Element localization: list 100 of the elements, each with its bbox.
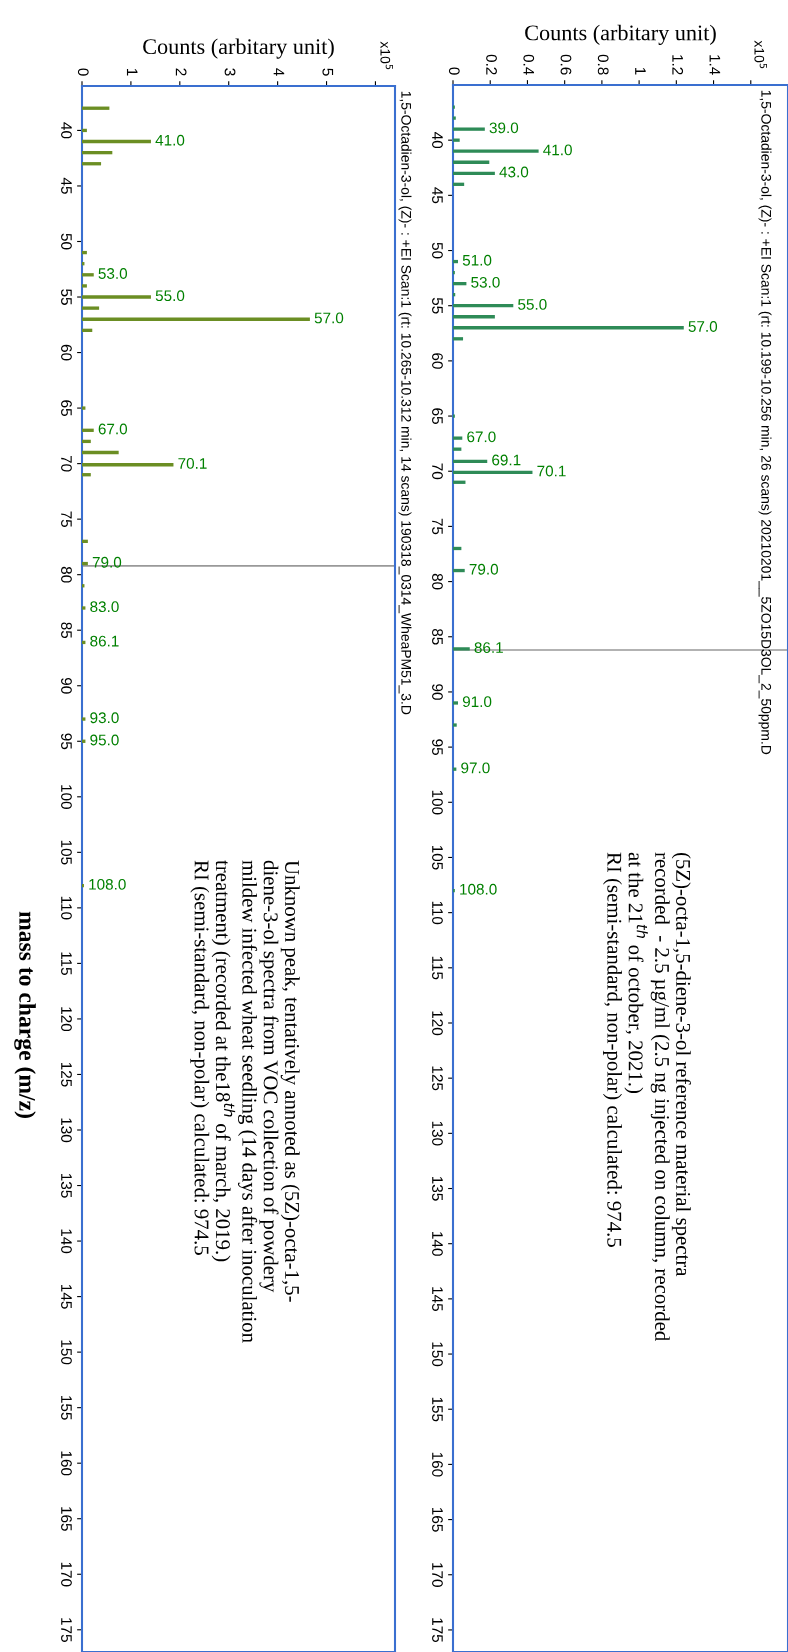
x-tick-label: 1.4 <box>709 55 721 75</box>
y-tick-label: 160 <box>432 1452 443 1477</box>
annotation: 97.0 <box>461 762 490 774</box>
y-tick-label: 75 <box>61 511 72 528</box>
y-tick-label: 95 <box>61 733 72 750</box>
x-tick-label: 0.4 <box>523 54 535 75</box>
annotation: 79.0 <box>469 563 499 575</box>
annotation: 53.0 <box>98 268 128 279</box>
y-tick-label: 155 <box>432 1397 443 1422</box>
text: x10$^{5}$ <box>380 41 393 70</box>
bar <box>453 138 460 142</box>
annotation: 70.1 <box>178 458 207 469</box>
annotation: 69.1 <box>492 454 521 466</box>
x-tick-label: 4 <box>273 68 285 76</box>
bar <box>82 450 119 455</box>
bar <box>453 149 539 153</box>
y-axis-title: mass to charge (m/z) <box>14 911 36 1118</box>
y-tick-label: 40 <box>61 122 72 139</box>
bar <box>82 273 94 277</box>
bar <box>82 284 87 288</box>
y-tick-label: 170 <box>61 1562 72 1587</box>
bar <box>82 428 94 432</box>
annotation: 86.1 <box>90 635 119 647</box>
annotation: 70.1 <box>537 465 566 477</box>
y-tick-label: 100 <box>432 790 443 815</box>
bar <box>453 315 495 319</box>
annotation: Unknown peak, tentatively annoted as (5Z)-octa-1,5- diene-3-ol spectra from VOC collection of powdery mildew infected wheat seedling (14 days after inoculation treatment) (recorded at the18$^{th}$ of march, 2019.) RI (semi-standard, non-polar) calculated: 974.5 <box>190 860 300 1343</box>
y-tick-label: 110 <box>61 896 72 920</box>
bar <box>453 723 457 727</box>
y-tick-label: 40 <box>432 132 443 149</box>
y-tick-label: 120 <box>61 1007 72 1032</box>
x-tick-label: 1 <box>635 67 646 75</box>
y-tick-label: 65 <box>432 408 443 424</box>
y-tick-label: 115 <box>432 956 443 980</box>
annotation: 41.0 <box>543 144 572 156</box>
y-tick-label: 55 <box>432 297 443 314</box>
annotation: 55.0 <box>518 298 547 310</box>
y-tick-label: 145 <box>432 1287 443 1311</box>
annotation: 53.0 <box>471 276 500 288</box>
bar <box>453 470 533 474</box>
y-tick-label: 130 <box>432 1121 443 1146</box>
bar <box>82 250 87 255</box>
text: x10$^{5}$ <box>754 40 767 69</box>
annotation: 95.0 <box>90 734 119 746</box>
y-tick-label: 115 <box>61 952 72 975</box>
y-tick-label: 50 <box>432 242 443 259</box>
y-tick-label: 95 <box>432 739 443 755</box>
text: 1,5-Octadien-3-ol, (Z)- : +EI Scan:1 (rt: 10.265-10.312 min, 14 scans) 190318_0314_WheaPM51_3.D <box>398 91 412 715</box>
bar <box>453 459 488 463</box>
annotation: 108.0 <box>89 878 126 890</box>
x-tick-label: 2 <box>175 68 187 76</box>
y-tick-label: 175 <box>61 1618 72 1642</box>
x-axis-title: Counts (arbitary unit) <box>143 38 334 59</box>
y-tick-label: 170 <box>432 1563 443 1587</box>
y-tick-label: 150 <box>61 1340 72 1365</box>
x-tick-label: 0 <box>77 68 89 76</box>
y-tick-label: 55 <box>61 289 72 305</box>
bar <box>82 139 151 144</box>
bar <box>453 116 456 120</box>
x-tick-label: 0.8 <box>597 54 609 75</box>
y-tick-label: 105 <box>432 845 443 870</box>
bar <box>453 171 495 175</box>
bar <box>453 647 470 651</box>
y-tick-label: 105 <box>61 840 72 865</box>
y-tick-label: 130 <box>61 1118 72 1143</box>
x-tick-label: 0 <box>448 67 460 75</box>
y-tick-label: 65 <box>61 400 72 416</box>
annotation: 51.0 <box>462 254 492 266</box>
annotation: 86.1 <box>474 642 503 653</box>
x-tick-label: 3 <box>224 68 236 76</box>
bar <box>453 568 465 573</box>
y-tick-label: 60 <box>61 344 72 361</box>
x-tick-label: 0.6 <box>560 54 572 75</box>
annotation: 55.0 <box>155 290 185 302</box>
x-tick-label: 1.2 <box>672 55 684 75</box>
y-tick-label: 110 <box>432 901 443 925</box>
annotation: 43.0 <box>499 166 529 178</box>
y-tick-label: 155 <box>61 1396 72 1420</box>
bar <box>82 295 151 299</box>
bar <box>82 406 86 410</box>
bar <box>453 326 684 330</box>
x-tick-label: 0.2 <box>486 54 497 75</box>
annotation: (5Z)-octa-1,5-diene-3-ol reference material spectra recorded - 2.5 µg/ml (2.5 ng injected on column, recorded at the 21$^{th}$ of october, 2021.) RI (semi-standard, non-polar) calculated: 974.5 <box>603 852 691 1342</box>
y-tick-label: 145 <box>61 1285 72 1309</box>
y-tick-label: 90 <box>432 684 443 700</box>
bar <box>453 160 490 164</box>
bar <box>82 561 88 566</box>
y-tick-label: 175 <box>432 1618 443 1643</box>
annotation: 67.0 <box>467 431 496 443</box>
y-tick-label: 70 <box>61 455 72 472</box>
y-tick-label: 150 <box>432 1342 443 1367</box>
bar <box>82 717 86 721</box>
annotation: 91.0 <box>462 696 492 708</box>
annotation: 108.0 <box>460 883 497 895</box>
y-tick-label: 120 <box>432 1011 443 1036</box>
bar <box>82 317 310 321</box>
bar <box>453 436 463 440</box>
bar <box>82 473 91 477</box>
y-tick-label: 45 <box>61 177 72 194</box>
bar <box>453 337 464 341</box>
